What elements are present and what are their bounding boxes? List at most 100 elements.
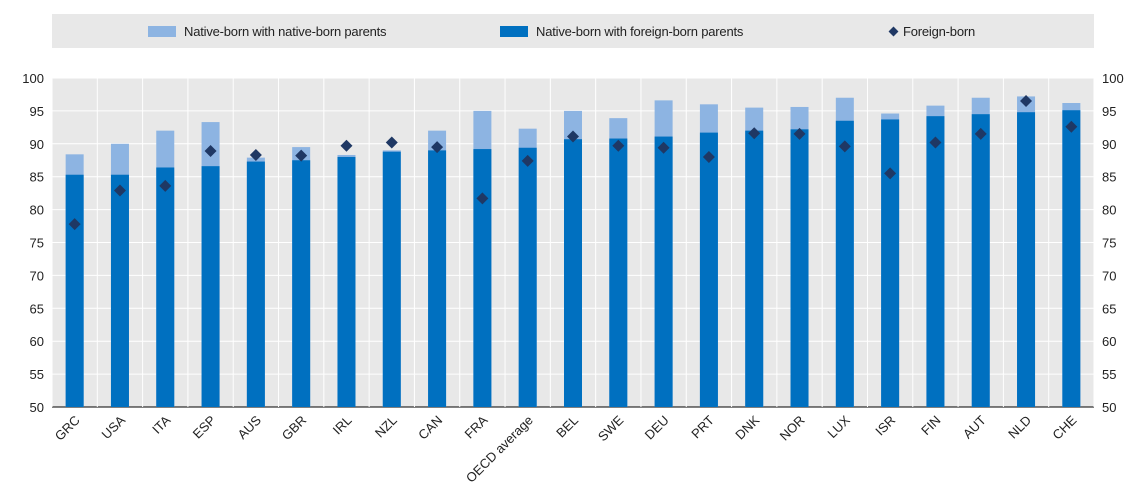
bar-foreign-parents <box>745 130 764 407</box>
legend-item-foreign-parents: Native-born with foreign-born parents <box>500 14 743 48</box>
marker-foreign-born <box>793 127 806 140</box>
bar-foreign-parents <box>835 120 854 408</box>
bar-foreign-parents <box>881 119 900 407</box>
bar-foreign-parents <box>428 150 447 407</box>
y-tick-label-right: 95 <box>1102 104 1116 119</box>
bar-foreign-parents <box>564 139 582 407</box>
marker-foreign-born <box>295 149 308 162</box>
y-tick-label-left: 70 <box>30 268 44 283</box>
bar-foreign-parents <box>110 174 129 407</box>
y-tick-label-right: 100 <box>1102 71 1124 86</box>
bar-foreign-parents <box>654 136 673 407</box>
bar-foreign-parents <box>337 156 356 407</box>
legend-label-foreign-born: Foreign-born <box>903 23 976 39</box>
y-tick-label-left: 90 <box>30 137 44 152</box>
marker-foreign-born <box>929 136 942 149</box>
bar-foreign-parents <box>609 138 628 407</box>
y-tick-label-left: 55 <box>30 367 44 382</box>
x-tick-label: FIN <box>918 413 943 438</box>
marker-foreign-born <box>476 192 489 205</box>
x-tick-label: ESP <box>190 413 219 442</box>
x-tick-label: DEU <box>642 413 672 443</box>
bar-foreign-parents <box>156 167 175 407</box>
marker-foreign-born <box>431 141 444 154</box>
legend-item-foreign-born: Foreign-born <box>888 14 976 48</box>
marker-foreign-born <box>838 140 851 153</box>
x-tick-label: AUT <box>960 412 989 441</box>
y-tick-label-right: 80 <box>1102 203 1116 218</box>
bar-foreign-parents <box>971 114 990 407</box>
y-tick-label-right: 65 <box>1102 301 1116 316</box>
legend-swatch-native-parents <box>148 25 176 37</box>
y-tick-label-left: 85 <box>30 170 44 185</box>
x-tick-label: FRA <box>462 412 491 441</box>
x-tick-label: LUX <box>824 412 853 441</box>
y-tick-label-right: 50 <box>1102 400 1116 415</box>
marker-foreign-born <box>1065 120 1078 133</box>
y-tick-label-left: 95 <box>30 104 44 119</box>
legend: Native-born with native-born parents Nat… <box>52 14 1094 48</box>
bar-foreign-parents <box>473 149 492 407</box>
bar-foreign-parents <box>65 174 84 407</box>
x-tick-label: DNK <box>732 412 762 442</box>
marker-foreign-born <box>1020 95 1033 108</box>
x-tick-label: CHE <box>1049 412 1079 442</box>
marker-foreign-born <box>340 139 353 152</box>
y-tick-label-left: 65 <box>30 301 44 316</box>
y-tick-label-left: 80 <box>30 203 44 218</box>
y-tick-label-right: 70 <box>1102 268 1116 283</box>
marker-foreign-born <box>567 130 579 143</box>
legend-swatch-foreign-parents <box>500 25 528 37</box>
y-tick-label-right: 75 <box>1102 236 1116 251</box>
x-tick-label: BEL <box>553 413 581 441</box>
x-tick-label: USA <box>99 412 129 442</box>
bar-foreign-parents <box>292 160 311 407</box>
legend-item-native-parents: Native-born with native-born parents <box>148 14 387 48</box>
bar-foreign-parents <box>699 132 718 407</box>
bar-foreign-parents <box>246 161 265 407</box>
y-tick-label-right: 55 <box>1102 367 1116 382</box>
x-tick-label: ISR <box>872 413 898 439</box>
x-tick-label: IRL <box>330 413 355 438</box>
bar-foreign-parents <box>518 147 537 408</box>
bar-foreign-parents <box>1017 112 1036 407</box>
bar-foreign-parents <box>1062 110 1081 407</box>
x-tick-label: NOR <box>777 413 808 444</box>
bar-foreign-parents <box>382 151 401 407</box>
y-tick-label-right: 85 <box>1102 170 1116 185</box>
x-tick-label: SWE <box>595 412 627 444</box>
x-tick-label: GRC <box>52 413 83 444</box>
bar-foreign-parents <box>790 129 809 407</box>
y-tick-label-left: 100 <box>22 71 44 86</box>
marker-foreign-born <box>521 154 534 167</box>
marker-foreign-born <box>204 145 217 158</box>
marker-foreign-born <box>113 184 126 197</box>
marker-foreign-born <box>159 179 172 192</box>
y-tick-label-left: 60 <box>30 334 44 349</box>
x-tick-label: AUS <box>234 412 264 442</box>
marker-foreign-born <box>385 136 398 149</box>
x-tick-label: GBR <box>279 413 310 444</box>
marker-foreign-born <box>748 127 761 140</box>
y-tick-label-left: 50 <box>30 400 44 415</box>
legend-label-native-parents: Native-born with native-born parents <box>184 23 387 39</box>
bar-foreign-parents <box>201 166 220 407</box>
y-tick-label-right: 60 <box>1102 334 1116 349</box>
bar-foreign-parents <box>926 116 945 407</box>
marker-foreign-born <box>702 150 715 163</box>
marker-foreign-born <box>657 141 670 154</box>
x-tick-label: NLD <box>1005 413 1034 442</box>
x-tick-label: NZL <box>372 413 400 441</box>
x-tick-label: CAN <box>415 413 445 443</box>
marker-foreign-born <box>884 167 897 180</box>
marker-foreign-born <box>249 148 262 161</box>
marker-foreign-born <box>974 127 987 140</box>
y-tick-label-right: 90 <box>1102 137 1116 152</box>
y-tick-label-left: 75 <box>30 236 44 251</box>
x-tick-label: PRT <box>688 412 717 441</box>
x-tick-label: ITA <box>149 412 173 436</box>
legend-label-foreign-parents: Native-born with foreign-born parents <box>536 23 744 39</box>
marker-foreign-born <box>612 139 625 152</box>
marker-foreign-born <box>68 218 81 231</box>
